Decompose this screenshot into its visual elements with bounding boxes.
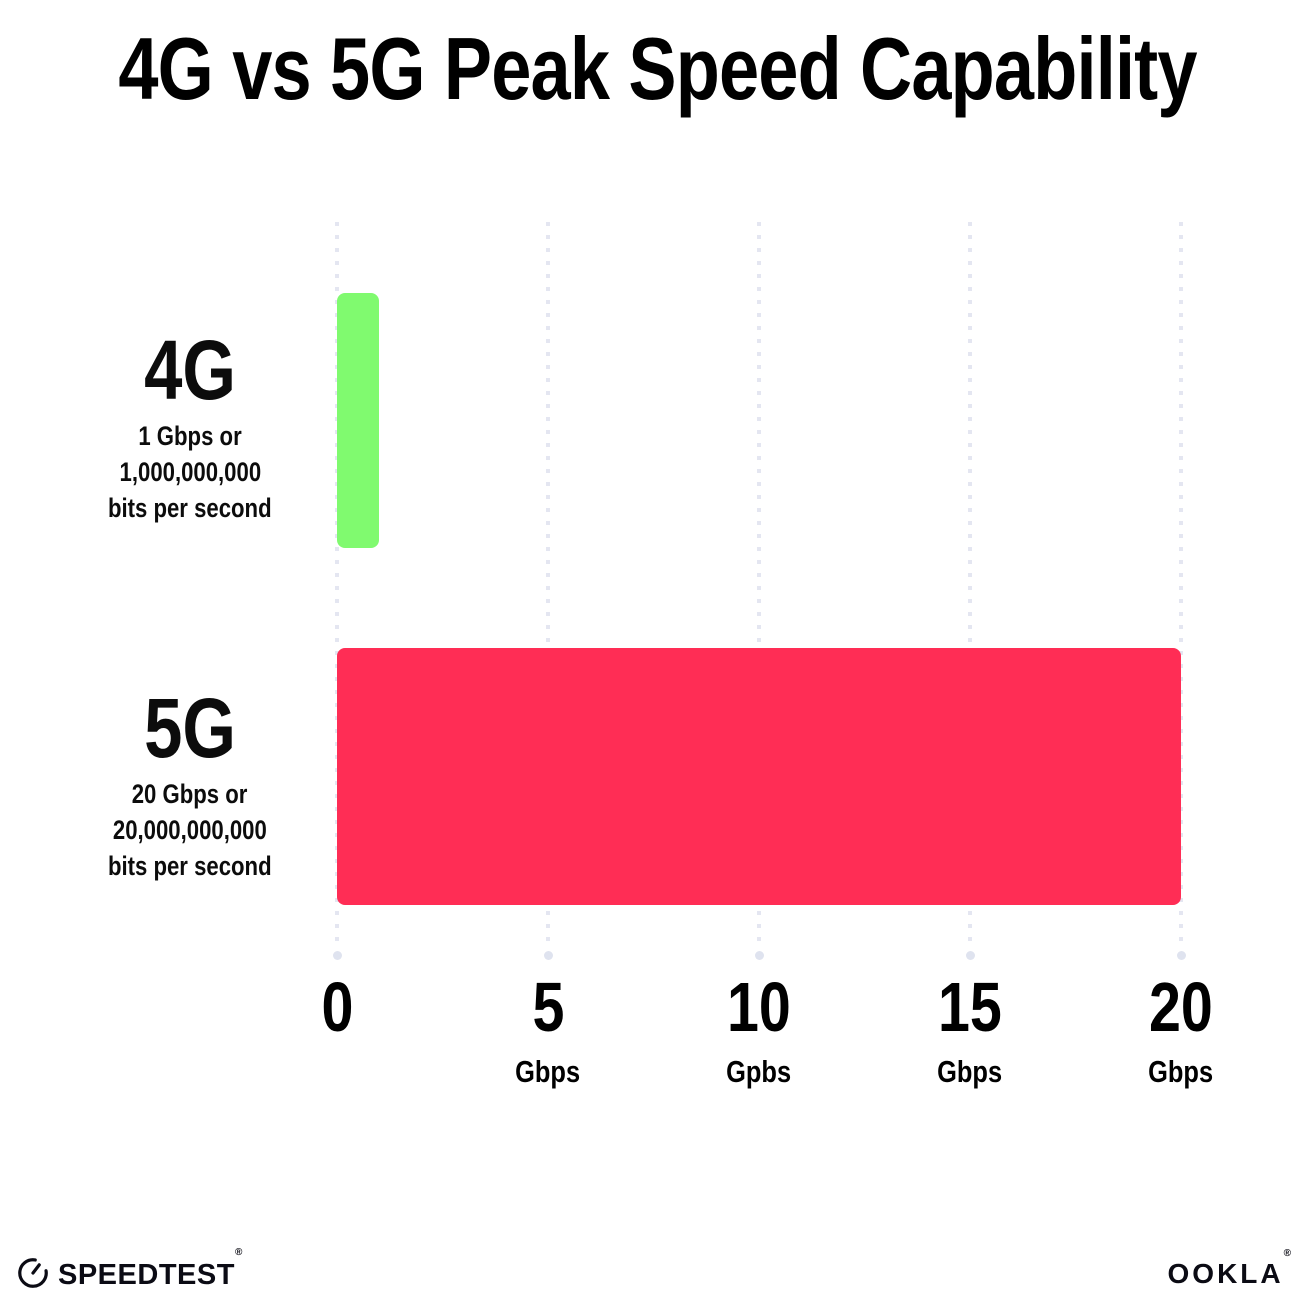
x-tick-10-number: 10 (727, 968, 791, 1046)
speedtest-logo: SPEEDTEST® (16, 1247, 243, 1295)
gauge-icon (16, 1256, 50, 1295)
axis-tick-dot-0 (333, 951, 342, 960)
bar-4g (337, 293, 380, 548)
gridline-15 (968, 222, 972, 948)
gridline-5 (546, 222, 550, 948)
x-tick-5-unit: Gbps (515, 1054, 581, 1089)
page-title: 4G vs 5G Peak Speed Capability (0, 18, 1308, 120)
row-desc-4g-line3: bits per second (108, 493, 272, 523)
gridline-20 (1179, 222, 1183, 948)
row-label-5g: 5G 20 Gbps or 20,000,000,000 bits per se… (30, 686, 350, 884)
x-tick-5-number: 5 (532, 968, 564, 1046)
ookla-logo: OOKLA® (1167, 1248, 1294, 1290)
x-tick-20-unit: Gbps (1148, 1054, 1214, 1089)
ookla-trademark: ® (1283, 1248, 1294, 1259)
row-name-4g: 4G (144, 323, 236, 417)
chart-area (333, 222, 1186, 960)
x-tick-0: 0 (217, 972, 457, 1087)
row-desc-4g-line2: 1,000,000,000 (119, 457, 261, 487)
x-tick-15-unit: Gbps (937, 1054, 1003, 1089)
bar-5g (337, 648, 1181, 905)
x-tick-0-number: 0 (321, 968, 353, 1046)
row-label-4g: 4G 1 Gbps or 1,000,000,000 bits per seco… (30, 328, 350, 526)
row-desc-5g-line2: 20,000,000,000 (113, 815, 267, 845)
gridline-10 (757, 222, 761, 948)
row-desc-4g-line1: 1 Gbps or (138, 421, 242, 451)
x-tick-20: 20 Gbps (1061, 972, 1301, 1087)
axis-tick-dot-15 (966, 951, 975, 960)
row-desc-5g-line1: 20 Gbps or (132, 779, 248, 809)
speedtest-trademark: ® (234, 1247, 243, 1258)
x-tick-20-number: 20 (1149, 968, 1213, 1046)
x-tick-10-unit: Gpbs (726, 1054, 792, 1089)
ookla-wordmark: OOKLA® (1167, 1248, 1294, 1289)
row-desc-5g-line3: bits per second (108, 851, 272, 881)
x-tick-15: 15 Gbps (850, 972, 1090, 1087)
speedtest-wordmark: SPEEDTEST® (58, 1247, 243, 1291)
x-tick-10: 10 Gpbs (639, 972, 879, 1087)
axis-tick-dot-10 (755, 951, 764, 960)
gridline-0 (335, 222, 339, 948)
page-title-text: 4G vs 5G Peak Speed Capability (118, 19, 1197, 118)
axis-tick-dot-20 (1177, 951, 1186, 960)
row-name-5g: 5G (144, 681, 236, 775)
x-tick-5: 5 Gbps (428, 972, 668, 1087)
x-tick-15-number: 15 (938, 968, 1002, 1046)
axis-tick-dot-5 (544, 951, 553, 960)
